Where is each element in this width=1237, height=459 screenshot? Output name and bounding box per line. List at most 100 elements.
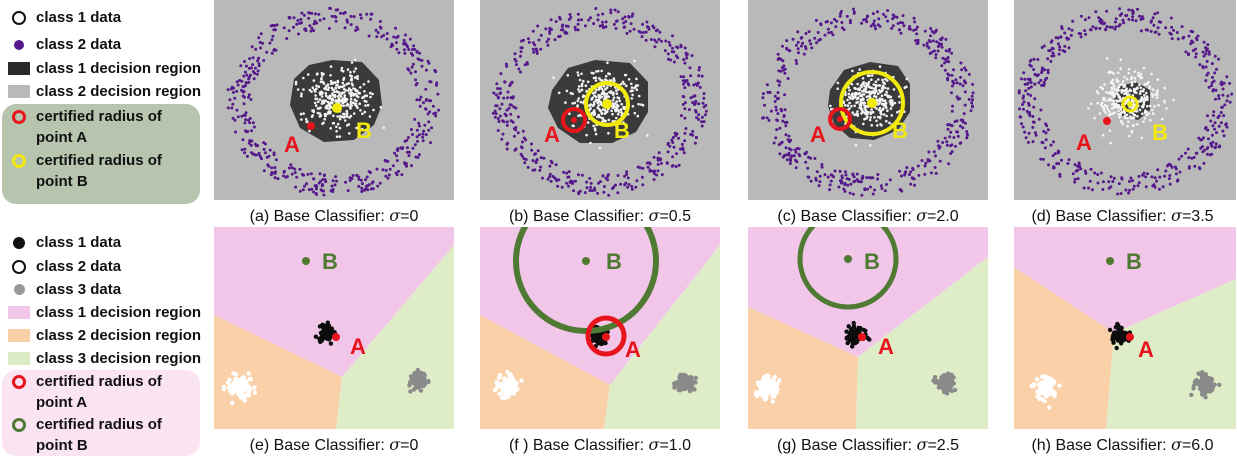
class2-data-point	[601, 12, 605, 16]
class2-data-point	[946, 56, 950, 59]
class1-data-point	[335, 135, 339, 138]
class1-data-point	[322, 99, 325, 102]
class1-data-point	[588, 104, 591, 107]
class2-data-point	[775, 128, 779, 132]
class2-data-point	[221, 384, 227, 390]
class1-data-point	[861, 77, 865, 80]
class2-data-point	[1046, 386, 1052, 391]
yellow-ring-icon	[8, 153, 30, 169]
class2-data-point	[971, 98, 974, 102]
class2-data-point	[314, 185, 318, 189]
class2-data-point	[415, 128, 419, 132]
class2-data-point	[245, 64, 248, 68]
class2-data-point	[312, 29, 316, 33]
legend-top: class 1 data class 2 data class 1 decisi…	[0, 0, 210, 225]
class2-data-point	[1156, 168, 1160, 172]
class1-data-point	[1120, 89, 1123, 92]
class2-data-point	[924, 161, 928, 165]
class1-data-point	[352, 70, 356, 73]
class2-data-point	[916, 42, 919, 45]
class2-data-point	[386, 176, 390, 180]
class2-data-point	[551, 174, 555, 178]
class2-data-point	[1039, 108, 1043, 112]
class2-data-point	[501, 132, 505, 136]
class2-data-point	[959, 75, 963, 79]
class2-data-cluster	[221, 371, 258, 406]
class2-data-point	[1222, 114, 1226, 118]
class3-data-point	[677, 377, 683, 382]
class2-data-point	[609, 11, 613, 15]
class2-data-point	[653, 45, 657, 49]
class2-data-point	[433, 68, 437, 72]
class2-data-point	[1224, 122, 1228, 126]
caption-b: (b) Base Classifier: σ=0.5	[508, 206, 692, 225]
class2-data-point	[765, 83, 769, 87]
class2-data-point	[1073, 180, 1077, 184]
class2-data-point	[614, 183, 617, 187]
class2-data-point	[702, 120, 706, 124]
class2-data-point	[1084, 32, 1088, 36]
class2-data-point	[418, 124, 421, 128]
class2-data-point	[1040, 71, 1044, 75]
class2-data-point	[1153, 185, 1157, 189]
class2-data-point	[778, 126, 782, 130]
class2-data-point	[493, 109, 497, 113]
class1-data-point	[610, 109, 613, 113]
class2-data-point	[1210, 84, 1213, 88]
class2-data-point	[876, 173, 880, 176]
class2-data-point	[830, 173, 834, 177]
class2-data-point	[780, 109, 784, 113]
class1-data-point	[861, 327, 866, 333]
class2-data-point	[1091, 25, 1095, 29]
class1-data-point	[586, 121, 590, 124]
class1-data-point	[625, 84, 628, 88]
class1-data-point	[369, 91, 372, 95]
class2-data-point	[407, 150, 411, 154]
class2-data-point	[376, 31, 380, 35]
class2-data-point	[886, 19, 890, 23]
class1-data-point	[846, 104, 850, 107]
class2-data-point	[1194, 52, 1198, 56]
class2-data-point	[676, 46, 680, 50]
class1-data-point	[1112, 84, 1116, 88]
class2-data-point	[306, 172, 310, 176]
class2-data-point	[293, 171, 297, 175]
class1-data-point	[1149, 119, 1152, 122]
class2-data-point	[505, 108, 509, 112]
class2-data-point	[1197, 136, 1201, 140]
class2-data-point	[1083, 29, 1087, 33]
class2-data-point	[312, 177, 316, 181]
class2-data-point	[1090, 188, 1094, 192]
class1-data-point	[302, 76, 305, 80]
class1-data-point	[864, 90, 868, 94]
class2-data-point	[641, 31, 645, 34]
class1-data-point	[1119, 113, 1122, 117]
class1-data-point	[355, 126, 358, 130]
class2-data-point	[783, 121, 787, 124]
class2-data-point	[667, 40, 671, 44]
class1-data-point	[870, 74, 874, 77]
class2-data-point	[295, 175, 299, 179]
class2-data-point	[244, 70, 247, 74]
class2-data-point	[700, 115, 704, 119]
class2-data-point	[1206, 71, 1210, 75]
class2-data-point	[855, 172, 859, 176]
class2-data-point	[564, 31, 567, 35]
class2-data-point	[574, 28, 578, 32]
class2-data-point	[357, 177, 361, 181]
class2-data-point	[703, 113, 707, 117]
class2-data-point	[809, 42, 813, 46]
class2-data-point	[1149, 20, 1153, 24]
class2-data-point	[1026, 92, 1030, 96]
class2-data-point	[624, 181, 628, 185]
class2-data-point	[378, 181, 382, 185]
class2-data-point	[301, 188, 305, 192]
class2-data-point	[1180, 25, 1184, 29]
class2-data-point	[796, 30, 800, 34]
class2-data-point	[414, 155, 418, 159]
class1-data-point	[590, 71, 594, 75]
class2-data-point	[632, 27, 636, 31]
class2-data-point	[806, 166, 810, 170]
class1-data-point	[330, 86, 334, 90]
class2-data-point	[1217, 114, 1221, 118]
